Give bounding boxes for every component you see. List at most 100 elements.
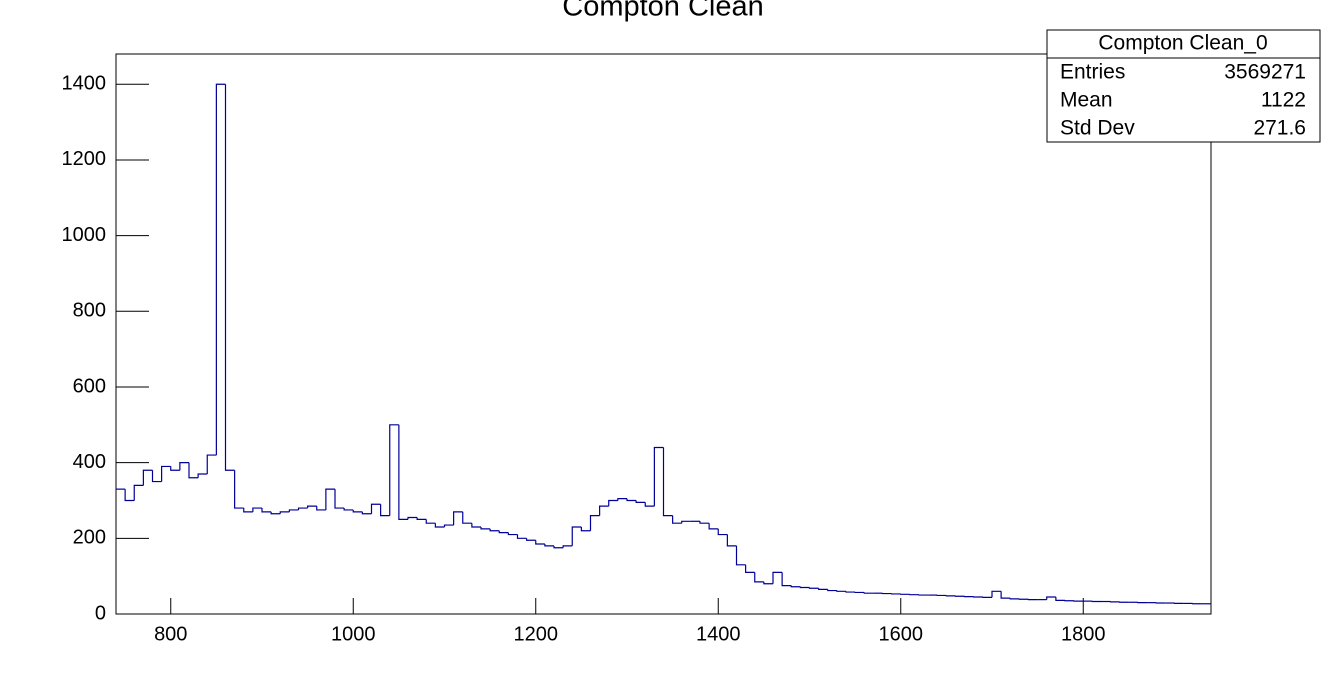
histogram-bin bbox=[425, 519, 436, 524]
histogram-bin bbox=[197, 473, 208, 478]
histogram-bin bbox=[608, 499, 618, 507]
histogram-bin bbox=[827, 589, 837, 592]
stats-label: Std Dev bbox=[1060, 117, 1135, 140]
x-tick-label: 1200 bbox=[514, 623, 559, 645]
histogram-bin bbox=[316, 506, 326, 511]
histogram-bin bbox=[617, 497, 627, 501]
histogram-bin bbox=[380, 504, 390, 517]
histogram-bin bbox=[1055, 596, 1065, 601]
histogram-bin bbox=[288, 509, 299, 512]
histogram-bin bbox=[279, 511, 290, 514]
histogram-bin bbox=[626, 498, 637, 502]
histogram-bin bbox=[261, 508, 272, 513]
histogram-bin bbox=[443, 524, 454, 527]
histogram-bin bbox=[453, 511, 463, 526]
histogram-bin bbox=[845, 591, 856, 593]
histogram-bin bbox=[407, 516, 418, 520]
stats-value: 3569271 bbox=[1224, 61, 1306, 84]
histogram-bin bbox=[735, 545, 746, 566]
histogram-bin bbox=[699, 521, 710, 524]
histogram-bin bbox=[1009, 598, 1020, 600]
histogram-bin bbox=[717, 528, 728, 536]
y-tick-label: 400 bbox=[73, 451, 106, 473]
histogram-bin bbox=[170, 466, 180, 471]
histogram-bin bbox=[270, 511, 281, 515]
histogram-bin bbox=[745, 564, 755, 573]
histogram-bin bbox=[416, 517, 427, 521]
histogram-bin bbox=[434, 523, 445, 528]
histogram-bin bbox=[352, 509, 363, 513]
histogram-bin bbox=[334, 489, 345, 509]
y-tick-label: 600 bbox=[73, 375, 106, 397]
histogram-bin bbox=[243, 508, 253, 513]
histogram-bin bbox=[188, 462, 199, 479]
stats-value: 271.6 bbox=[1253, 117, 1306, 140]
histogram-bin bbox=[589, 515, 600, 531]
x-tick-label: 1000 bbox=[331, 623, 376, 645]
histogram-bin bbox=[799, 586, 810, 589]
stats-label: Entries bbox=[1060, 61, 1125, 84]
histogram-bin bbox=[1000, 591, 1011, 599]
histogram-bin bbox=[234, 470, 244, 509]
plot-frame bbox=[115, 53, 1212, 615]
histogram-bin bbox=[808, 587, 819, 589]
histogram-bin bbox=[580, 526, 591, 532]
histogram-bin bbox=[389, 424, 399, 516]
stats-label: Mean bbox=[1060, 89, 1113, 112]
stats-box: Compton Clean_0 Entries 3569271 Mean 1122 St… bbox=[1046, 29, 1321, 143]
histogram-bin bbox=[681, 520, 691, 524]
x-tick-label: 1800 bbox=[1061, 623, 1106, 645]
histogram-bin bbox=[553, 545, 564, 549]
y-tick-label: 800 bbox=[73, 300, 106, 322]
y-tick-label: 200 bbox=[73, 527, 106, 549]
histogram-bin bbox=[179, 462, 189, 471]
y-tick-label: 0 bbox=[95, 602, 106, 624]
histogram-bin bbox=[863, 592, 874, 594]
histogram-bin bbox=[489, 528, 500, 532]
histogram-bin bbox=[462, 511, 472, 524]
histogram-bin bbox=[480, 526, 491, 530]
histogram-bin bbox=[215, 83, 226, 456]
histogram-bin bbox=[398, 424, 408, 521]
histogram-bin bbox=[124, 489, 135, 502]
histogram-bin bbox=[1046, 596, 1056, 600]
histogram-bin bbox=[708, 523, 719, 530]
histogram-bin bbox=[635, 500, 646, 503]
histogram-bin bbox=[498, 530, 509, 534]
histogram-bin bbox=[562, 545, 573, 548]
histogram-bin bbox=[772, 571, 783, 584]
histogram-bin bbox=[471, 523, 481, 528]
histogram-bin bbox=[343, 508, 354, 511]
x-tick-label: 800 bbox=[154, 623, 187, 645]
histogram-bin bbox=[526, 538, 536, 541]
x-tick-label: 1400 bbox=[696, 623, 741, 645]
histogram-bin bbox=[133, 484, 144, 501]
histogram-bin bbox=[516, 534, 527, 539]
histogram-bin bbox=[544, 544, 554, 547]
histogram-bin bbox=[726, 534, 737, 547]
histogram bbox=[116, 83, 1211, 605]
histogram-bin bbox=[644, 502, 655, 507]
y-tick-label: 1200 bbox=[62, 148, 107, 170]
histogram-bin bbox=[672, 515, 682, 524]
histogram-bin bbox=[507, 532, 518, 536]
histogram-bin bbox=[754, 572, 764, 583]
histogram-bin bbox=[151, 470, 162, 483]
stats-frame bbox=[1046, 29, 1321, 143]
histogram-bin bbox=[361, 511, 372, 515]
histogram-bin bbox=[662, 447, 673, 517]
histogram-bin bbox=[307, 505, 317, 509]
x-tick-label: 1600 bbox=[879, 623, 924, 645]
histogram-bin bbox=[370, 503, 381, 514]
histogram-bin bbox=[836, 590, 846, 592]
histogram-bin bbox=[571, 526, 582, 546]
chart-title: Compton Clean bbox=[562, 0, 764, 23]
y-tick-label: 1400 bbox=[62, 73, 107, 95]
stats-title: Compton Clean_0 bbox=[1098, 32, 1267, 55]
histogram-bin bbox=[224, 84, 235, 471]
y-tick-label: 1000 bbox=[62, 224, 107, 246]
stats-value: 1122 bbox=[1261, 89, 1306, 112]
histogram-bin bbox=[818, 588, 828, 591]
histogram-bin bbox=[297, 507, 308, 510]
histogram-bin bbox=[781, 572, 792, 587]
